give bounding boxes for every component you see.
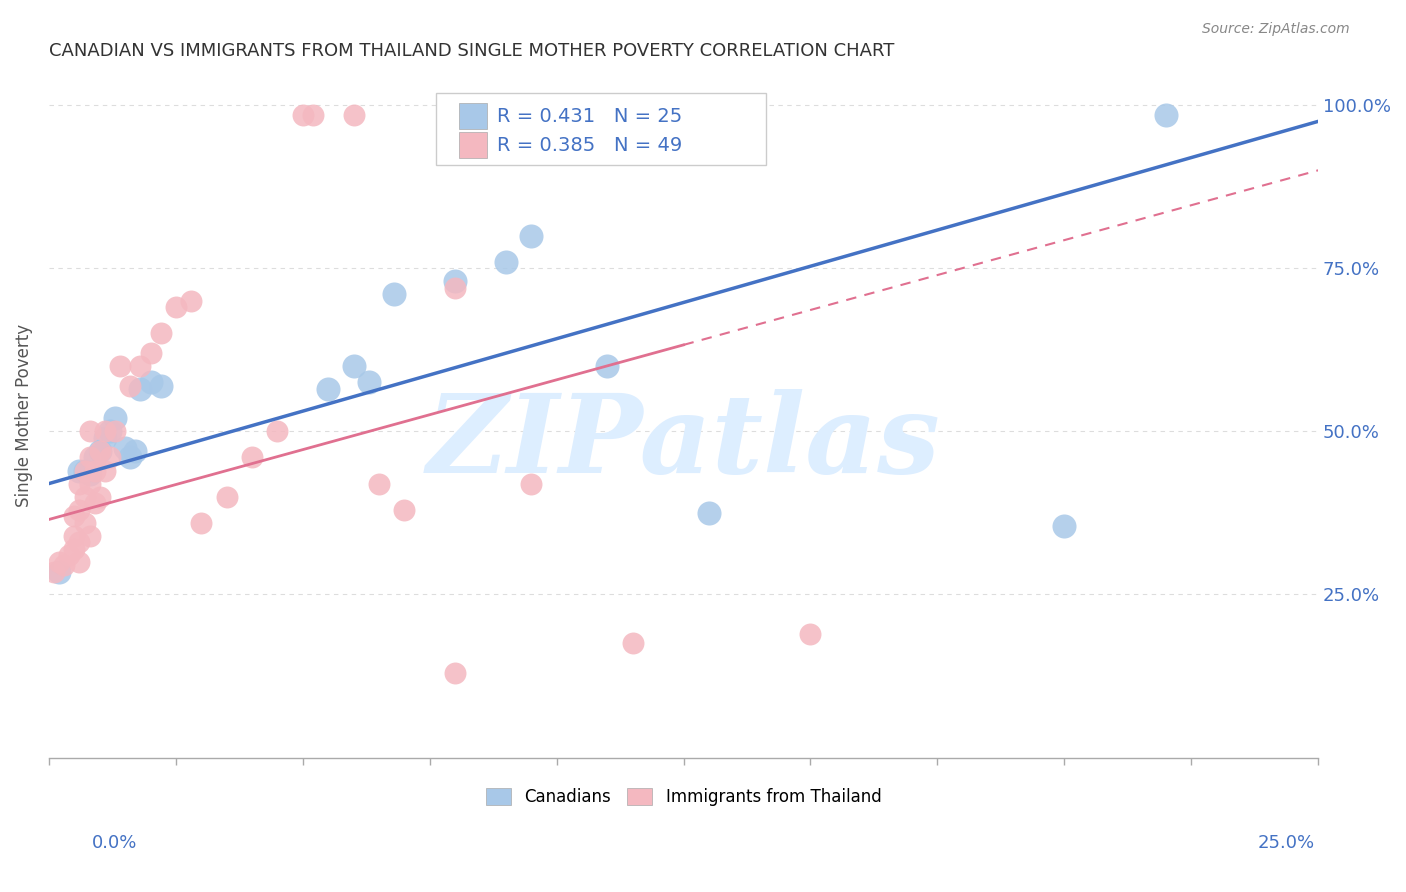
Text: R = 0.385   N = 49: R = 0.385 N = 49 [496,136,682,155]
Point [180,293,202,308]
Point [621,108,644,122]
Point [240,450,263,465]
Point [139,346,162,360]
Point [120,450,142,465]
Point [129,359,152,373]
Text: ZIPatlas: ZIPatlas [426,389,941,496]
Point [520,228,543,243]
Point [342,108,364,122]
Point [382,287,405,301]
Point [48,555,70,569]
FancyBboxPatch shape [436,93,766,165]
Point [342,359,364,373]
Point [165,301,187,315]
Point [98,450,121,465]
Point [79,450,101,465]
Point [139,376,162,390]
Point [63,529,86,543]
Point [67,535,90,549]
Text: CANADIAN VS IMMIGRANTS FROM THAILAND SINGLE MOTHER POVERTY CORRELATION CHART: CANADIAN VS IMMIGRANTS FROM THAILAND SIN… [49,42,894,60]
FancyBboxPatch shape [458,132,486,158]
Point [120,378,142,392]
Point [104,411,127,425]
Point [67,463,90,477]
Y-axis label: Single Mother Poverty: Single Mother Poverty [15,324,32,507]
Point [94,425,117,439]
Point [368,476,391,491]
Point [444,274,467,288]
Point [1154,108,1177,122]
Point [149,326,172,341]
Point [124,444,146,458]
Point [266,425,288,439]
Text: R = 0.431   N = 25: R = 0.431 N = 25 [496,107,682,126]
Point [129,382,152,396]
Point [190,516,212,530]
Point [53,558,76,573]
Point [83,450,105,465]
Text: 25.0%: 25.0% [1257,834,1315,852]
Point [89,490,111,504]
Point [89,444,111,458]
Point [73,516,96,530]
Point [42,565,65,579]
Point [48,565,70,579]
Point [1053,519,1076,533]
Point [67,555,90,569]
Point [215,490,238,504]
Point [79,529,101,543]
Point [357,376,380,390]
Text: 0.0%: 0.0% [91,834,136,852]
Point [67,476,90,491]
Point [83,496,105,510]
Point [63,509,86,524]
FancyBboxPatch shape [458,103,486,129]
Point [444,665,467,680]
Point [444,281,467,295]
Point [596,108,619,122]
Point [520,476,543,491]
Legend: Canadians, Immigrants from Thailand: Canadians, Immigrants from Thailand [477,780,890,814]
Point [73,490,96,504]
Point [89,444,111,458]
Point [149,378,172,392]
Point [83,463,105,477]
Point [316,382,339,396]
Point [94,431,117,445]
Point [302,108,325,122]
Point [596,359,619,373]
Point [697,506,720,520]
Point [79,476,101,491]
Point [291,108,314,122]
Point [104,425,127,439]
Text: Source: ZipAtlas.com: Source: ZipAtlas.com [1202,22,1350,37]
Point [621,636,644,650]
Point [98,425,121,439]
Point [108,359,131,373]
Point [94,463,117,477]
Point [67,502,90,516]
Point [114,441,136,455]
Point [73,463,96,477]
Point [63,541,86,556]
Point [58,549,80,563]
Point [79,467,101,481]
Point [799,626,821,640]
Point [394,502,416,516]
Point [73,463,96,477]
Point [79,425,101,439]
Point [495,254,517,268]
